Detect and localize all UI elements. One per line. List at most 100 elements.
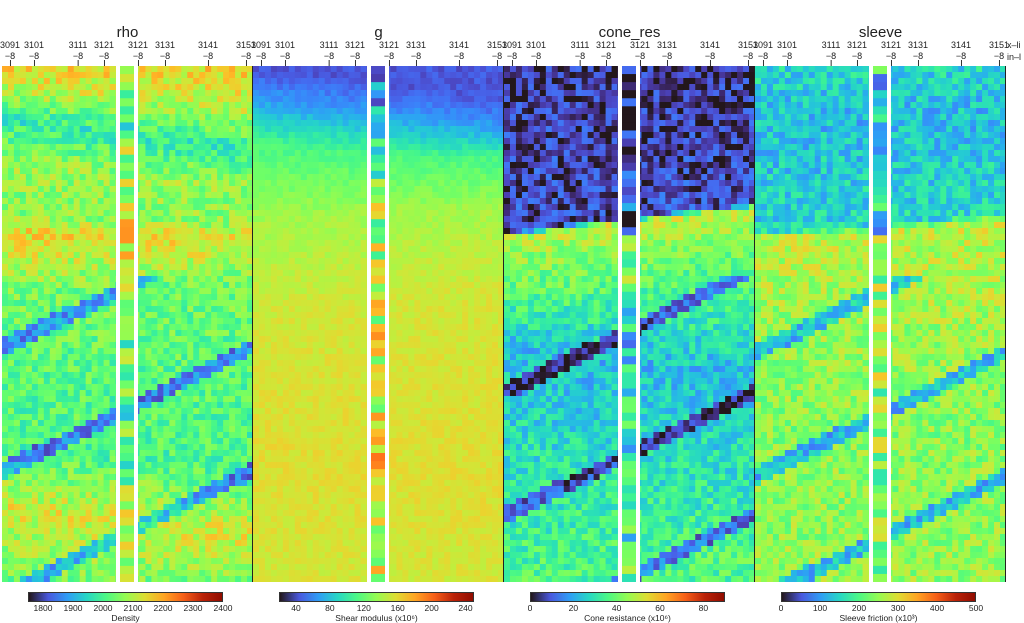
heatmap-cell [420,234,427,241]
heatmap-cell [199,576,206,582]
heatmap-cell [217,522,224,529]
heatmap-cell [217,240,224,247]
heatmap-cell [420,132,427,139]
heatmap-cell [193,552,200,559]
heatmap-cell [187,456,194,463]
heatmap-cell [199,276,206,283]
heatmap-cell [408,108,415,115]
heatmap-cell [396,174,403,181]
heatmap-cell [235,108,242,115]
heatmap-cell [289,108,296,115]
heatmap-cell [38,372,45,379]
heatmap-cell [217,162,224,169]
heatmap-cell [56,576,63,582]
heatmap-cell [2,438,9,445]
heatmap-cell [175,228,182,235]
heatmap-cell [38,468,45,475]
heatmap-cell [343,150,350,157]
heatmap-cell [50,552,57,559]
heatmap-cell [199,126,206,133]
heatmap-cell [205,486,212,493]
heatmap-cell [80,306,87,313]
heatmap-cell [426,90,433,97]
heatmap-cell [193,522,200,529]
heatmap-cell [68,324,75,331]
heatmap-cell [355,174,362,181]
heatmap-cell [331,114,338,121]
heatmap-cell [44,180,51,187]
heatmap-cell [235,300,242,307]
heatmap-cell [2,372,9,379]
heatmap-cell [462,150,469,157]
heatmap-cell [205,72,212,79]
heatmap-cell [2,306,9,313]
heatmap-cell [62,186,69,193]
heatmap-cell [343,192,350,199]
heatmap-cell [432,204,439,211]
heatmap-cell [187,444,194,451]
heatmap-cell [301,216,308,223]
heatmap-cell [235,180,242,187]
heatmap-cell [259,168,266,175]
heatmap-cell [337,198,344,205]
heatmap-cell [390,216,397,223]
heatmap-cell [217,78,224,85]
heatmap-cell [145,108,152,115]
heatmap-cell [20,192,27,199]
heatmap-cell [56,444,63,451]
heatmap-cell [193,534,200,541]
well-log-segment [120,509,134,518]
heatmap-cell [235,426,242,433]
heatmap-cell [86,414,93,421]
heatmap-cell [80,342,87,349]
heatmap-cell [26,564,33,571]
heatmap-cell [2,546,9,553]
heatmap-cell [62,492,69,499]
heatmap-cell [223,510,230,517]
x-tick-label: 3121−8 [94,40,114,62]
heatmap-cell [68,366,75,373]
heatmap-cell [2,102,9,109]
heatmap-cell [337,222,344,229]
heatmap-cell [80,144,87,151]
heatmap-cell [235,294,242,301]
heatmap-cell [2,528,9,535]
heatmap-cell [38,210,45,217]
x-tick-label: 3111−8 [69,40,88,62]
heatmap-cell [32,192,39,199]
heatmap-cell [86,120,93,127]
heatmap-cell [92,318,99,325]
heatmap-cell [217,564,224,571]
heatmap-cell [86,450,93,457]
heatmap-cell [2,96,9,103]
heatmap-cell [229,414,236,421]
heatmap-cell [32,102,39,109]
heatmap-cell [145,294,152,301]
heatmap-cell [241,186,248,193]
well-log-segment [120,203,134,212]
heatmap-cell [157,216,164,223]
heatmap-cell [86,198,93,205]
heatmap-cell [229,84,236,91]
well-log-segment [120,461,134,470]
heatmap-cell [86,486,93,493]
colorbar-tick-label: 2400 [214,603,233,613]
heatmap-cell [50,312,57,319]
heatmap-cell [295,216,302,223]
heatmap-cell [38,540,45,547]
heatmap-cell [229,66,236,73]
heatmap-cell [56,474,63,481]
heatmap-cell [355,162,362,169]
heatmap-cell [145,276,152,283]
heatmap-cell [2,270,9,277]
heatmap-cell [193,228,200,235]
heatmap-cell [139,312,146,319]
heatmap-cell [20,282,27,289]
heatmap-cell [169,474,176,481]
heatmap-cell [139,66,146,73]
heatmap-cell [438,138,445,145]
heatmap-cell [56,390,63,397]
heatmap-cell [38,270,45,277]
heatmap-cell [283,78,290,85]
heatmap-cell [32,264,39,271]
